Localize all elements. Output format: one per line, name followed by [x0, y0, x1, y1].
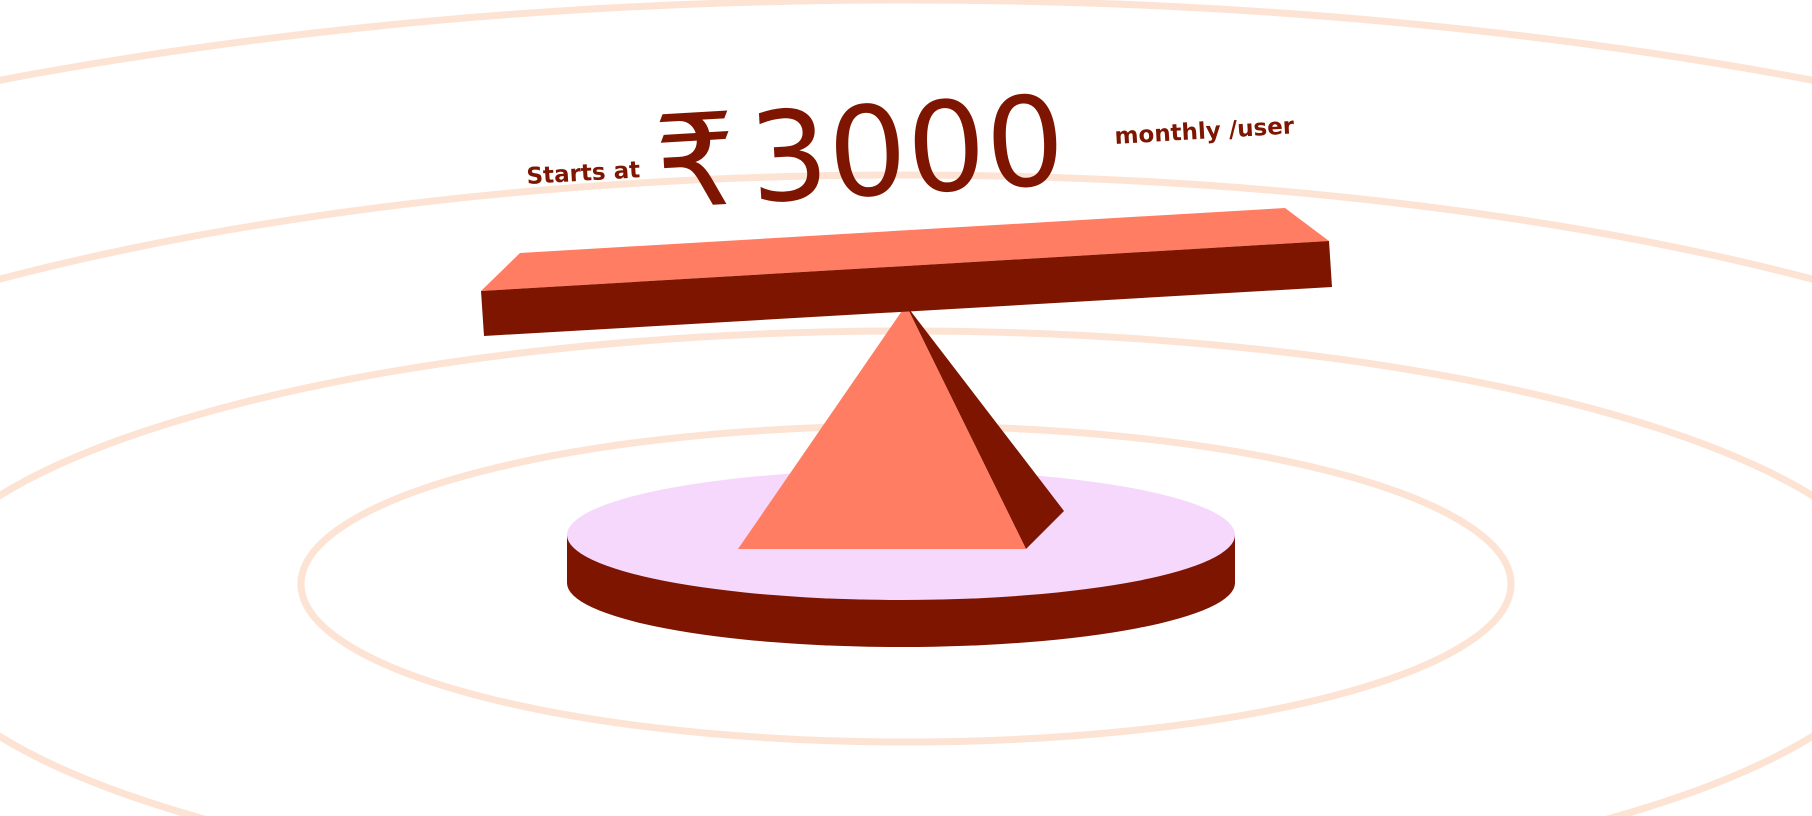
price-label: Starts at ₹ 3000 monthly /user	[526, 69, 1296, 238]
fulcrum-front-face	[738, 305, 1026, 549]
plank-side	[481, 241, 1332, 336]
ring-outer	[0, 171, 1812, 283]
seesaw-plank	[481, 208, 1332, 336]
price-suffix: monthly /user	[1114, 113, 1296, 150]
plank-top	[481, 208, 1329, 291]
price-amount: 3000	[745, 69, 1069, 231]
price-currency-symbol: ₹	[651, 85, 741, 239]
fulcrum-shadow-face	[906, 305, 1064, 549]
fulcrum	[738, 305, 1064, 549]
